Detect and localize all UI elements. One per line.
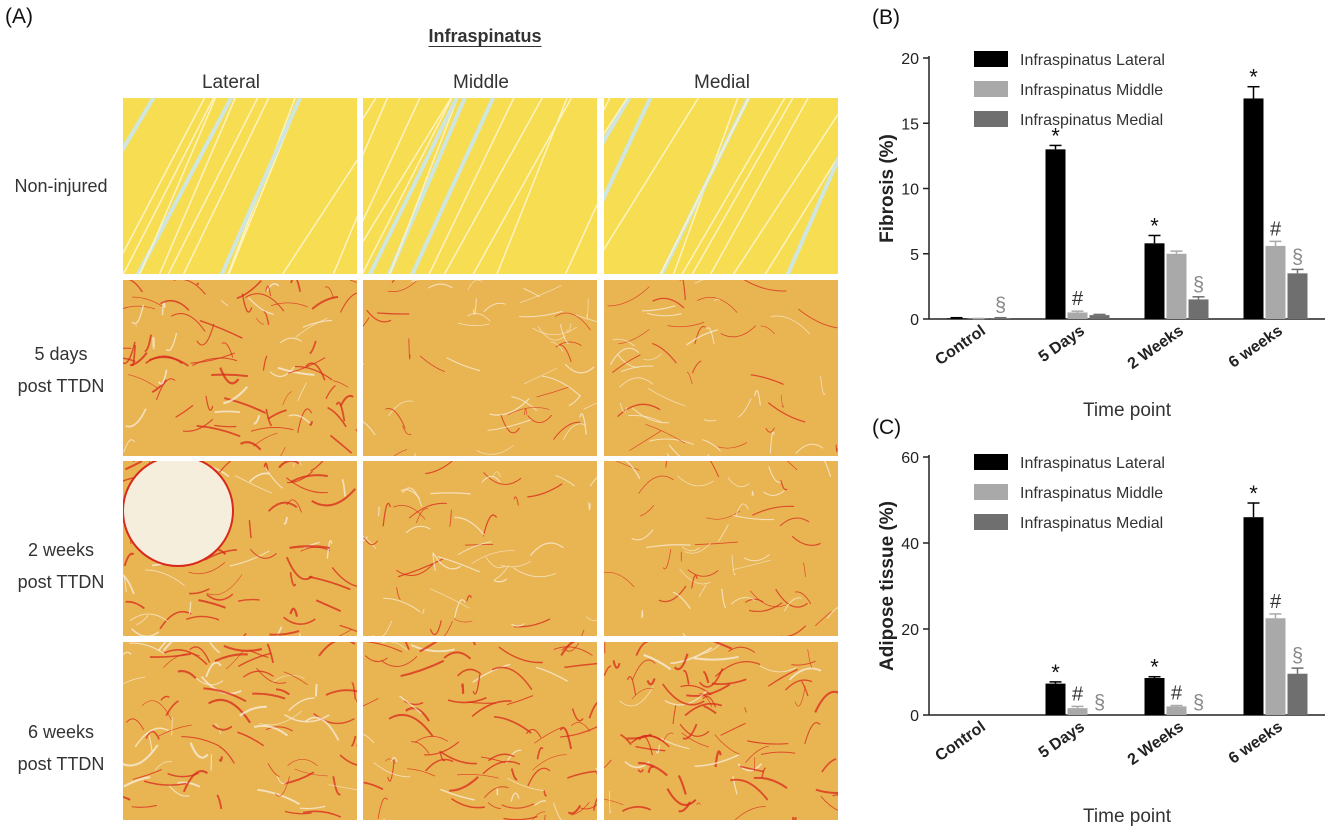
- fibrosis-bar: [1166, 253, 1187, 319]
- fibrosis-y-axis-label: Fibrosis (%): [877, 134, 898, 243]
- micrograph-2-weeks-lateral: [123, 461, 357, 636]
- fibrosis-y-tick-label: 0: [910, 312, 919, 329]
- fibrosis-bar: [990, 318, 1011, 319]
- adipose-y-tick-label: 20: [901, 622, 919, 639]
- fibrosis-significance-mark: *: [1249, 65, 1258, 90]
- adipose-bar: [1144, 678, 1165, 715]
- adipose-x-tick-label: Control: [932, 718, 988, 765]
- fibrosis-bar: [1265, 245, 1286, 319]
- fibrosis-legend-label: Infraspinatus Middle: [1020, 82, 1163, 99]
- fibrosis-legend-swatch: [974, 51, 1008, 67]
- adipose-significance-mark: §: [1292, 645, 1303, 667]
- adipose-significance-mark: #: [1072, 683, 1084, 705]
- micrograph-non-injured-medial: [604, 98, 838, 274]
- fibrosis-x-tick-label: 6 weeks: [1226, 322, 1286, 371]
- micrograph-2-weeks-medial: [604, 461, 838, 636]
- fibrosis-significance-mark: #: [1072, 288, 1084, 310]
- adipose-bar: [1166, 706, 1187, 715]
- adipose-legend-swatch: [974, 484, 1008, 500]
- column-header-middle: Middle: [453, 72, 509, 93]
- panel-a-letter: (A): [5, 5, 33, 28]
- adipose-bar: [1045, 683, 1066, 715]
- adipose-significance-mark: §: [1094, 692, 1105, 714]
- adipose-y-tick-label: 0: [910, 708, 919, 725]
- fibrosis-significance-mark: *: [1150, 213, 1159, 238]
- row-label-non-injured: Non-injured: [14, 176, 108, 196]
- adipose-x-axis-label: Time point: [1083, 806, 1172, 827]
- fibrosis-bar: [1188, 299, 1209, 319]
- fibrosis-significance-mark: §: [1292, 246, 1303, 268]
- adipose-significance-mark: *: [1051, 660, 1060, 685]
- adipose-legend-label: Infraspinatus Medial: [1020, 515, 1163, 532]
- micrograph-5-days-middle: [363, 280, 597, 456]
- micrograph-5-days-medial: [604, 280, 838, 456]
- micrograph-5-days-lateral: [123, 280, 357, 456]
- adipose-y-tick-label: 60: [901, 450, 919, 467]
- micrograph-non-injured-lateral: [123, 98, 357, 274]
- fibrosis-y-tick-label: 10: [901, 182, 919, 199]
- row-label-6-weeks: 6 weeks post TTDN: [17, 722, 105, 774]
- adipose-x-tick-label: 6 weeks: [1226, 718, 1286, 767]
- adipose-x-tick-label: 5 Days: [1036, 718, 1088, 762]
- fibrosis-chart: (B) 0 5 10 15 20 Fibrosis (%) § Control * #5 Days *…: [872, 6, 1325, 420]
- adipose-legend-swatch: [974, 454, 1008, 470]
- micrograph-6-weeks-medial: [604, 642, 838, 820]
- fibrosis-y-tick-label: 5: [910, 247, 919, 264]
- adipose-bar: [1067, 708, 1088, 715]
- adipose-legend-label: Infraspinatus Lateral: [1020, 455, 1165, 472]
- micrograph-6-weeks-middle: [363, 642, 597, 820]
- fibrosis-bar: [1067, 312, 1088, 319]
- adipose-bar: [1287, 673, 1308, 715]
- adipose-legend-label: Infraspinatus Middle: [1020, 485, 1163, 502]
- row-label-2-weeks: 2 weeks post TTDN: [17, 540, 105, 592]
- column-header-medial: Medial: [694, 72, 750, 93]
- adipose-legend-swatch: [974, 514, 1008, 530]
- micrograph-2-weeks-middle: [363, 461, 597, 636]
- fibrosis-bar: [1089, 315, 1110, 319]
- column-header-lateral: Lateral: [201, 72, 261, 93]
- micrograph-6-weeks-lateral: [123, 642, 357, 820]
- fibrosis-legend-swatch: [974, 111, 1008, 127]
- micrograph-non-injured-middle: [363, 98, 597, 274]
- adipose-significance-mark: *: [1249, 481, 1258, 506]
- adipose-panel-letter: (C): [872, 416, 901, 439]
- adipose-significance-mark: #: [1270, 591, 1282, 613]
- fibrosis-y-tick-label: 20: [901, 51, 919, 68]
- panel-a-title: Infraspinatus: [428, 26, 542, 46]
- adipose-y-axis-label: Adipose tissue (%): [877, 501, 898, 671]
- fibrosis-x-tick-label: 2 Weeks: [1125, 322, 1187, 373]
- fibrosis-bar: [1287, 273, 1308, 319]
- fibrosis-panel-letter: (B): [872, 6, 900, 29]
- fibrosis-significance-mark: §: [1193, 274, 1204, 296]
- fibrosis-significance-mark: §: [995, 295, 1006, 317]
- adipose-bar: [1243, 517, 1264, 715]
- fibrosis-bar: [1045, 149, 1066, 319]
- fibrosis-bar: [1144, 243, 1165, 319]
- row-label-5-days: 5 days post TTDN: [17, 344, 105, 396]
- fibrosis-bar: [1243, 98, 1264, 319]
- adipose-bar: [1265, 618, 1286, 715]
- adipose-chart: (C) 0 20 40 60 Adipose tissue (%) Control * # § 5 …: [872, 416, 1325, 827]
- adipose-significance-mark: *: [1150, 655, 1159, 680]
- fibrosis-legend-swatch: [974, 81, 1008, 97]
- fibrosis-x-axis-label: Time point: [1083, 400, 1172, 420]
- fibrosis-x-tick-label: Control: [932, 322, 988, 369]
- fibrosis-significance-mark: #: [1270, 218, 1282, 240]
- adipose-significance-mark: #: [1171, 683, 1183, 705]
- fibrosis-significance-mark: *: [1051, 123, 1060, 148]
- fibrosis-bar: [946, 318, 967, 319]
- fibrosis-legend-label: Infraspinatus Medial: [1020, 112, 1163, 129]
- adipose-y-tick-label: 40: [901, 536, 919, 553]
- fibrosis-x-tick-label: 5 Days: [1036, 322, 1088, 366]
- adipose-significance-mark: §: [1193, 692, 1204, 714]
- adipose-x-tick-label: 2 Weeks: [1125, 718, 1187, 769]
- fibrosis-legend-label: Infraspinatus Lateral: [1020, 52, 1165, 69]
- fibrosis-y-tick-label: 15: [901, 116, 919, 133]
